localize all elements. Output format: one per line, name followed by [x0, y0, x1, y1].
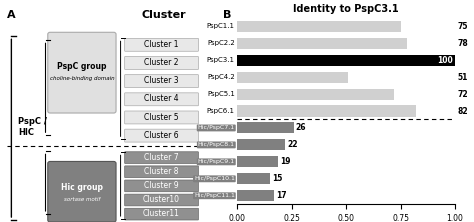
Text: PspC /
HIC: PspC / HIC: [18, 117, 47, 137]
FancyBboxPatch shape: [125, 208, 199, 220]
Text: 19: 19: [281, 157, 291, 166]
FancyBboxPatch shape: [125, 75, 199, 88]
Text: Hic group: Hic group: [61, 183, 103, 192]
FancyBboxPatch shape: [48, 32, 116, 113]
FancyBboxPatch shape: [125, 111, 199, 124]
Text: PspC5.1: PspC5.1: [207, 91, 235, 97]
Title: Identity to PspC3.1: Identity to PspC3.1: [293, 4, 399, 14]
Bar: [237, 156, 278, 167]
Bar: [237, 105, 416, 117]
Text: 72: 72: [457, 89, 468, 99]
Text: Cluster 3: Cluster 3: [144, 76, 179, 85]
FancyBboxPatch shape: [125, 152, 199, 163]
Text: Cluster 9: Cluster 9: [144, 181, 179, 190]
Text: Cluster 2: Cluster 2: [144, 58, 179, 67]
Bar: [237, 55, 455, 66]
Text: 17: 17: [276, 191, 287, 200]
Bar: [237, 123, 294, 133]
Bar: [237, 71, 348, 83]
Text: Hic/PspC10.1: Hic/PspC10.1: [194, 176, 235, 181]
Text: PspC2.2: PspC2.2: [207, 40, 235, 46]
Text: 26: 26: [296, 123, 306, 133]
FancyBboxPatch shape: [125, 194, 199, 206]
Text: Cluster 5: Cluster 5: [144, 113, 179, 122]
Text: Cluster 1: Cluster 1: [144, 40, 179, 49]
FancyBboxPatch shape: [125, 93, 199, 106]
Text: PspC3.1: PspC3.1: [207, 57, 235, 63]
FancyBboxPatch shape: [125, 129, 199, 142]
Text: 15: 15: [272, 174, 282, 183]
Text: Hic/PspC8.1: Hic/PspC8.1: [198, 142, 235, 147]
Text: PspC4.2: PspC4.2: [207, 74, 235, 80]
Text: A: A: [7, 10, 16, 20]
Bar: [237, 21, 401, 32]
Text: PspC1.1: PspC1.1: [207, 23, 235, 29]
Bar: [237, 173, 270, 184]
FancyBboxPatch shape: [125, 180, 199, 192]
Text: Cluster10: Cluster10: [143, 195, 180, 204]
Text: PspC6.1: PspC6.1: [207, 108, 235, 114]
Text: Cluster 8: Cluster 8: [144, 167, 179, 176]
Text: Cluster 4: Cluster 4: [144, 94, 179, 103]
Text: 51: 51: [457, 73, 467, 82]
Text: Hic/PspC7.1: Hic/PspC7.1: [198, 125, 235, 131]
Bar: [237, 139, 285, 151]
FancyBboxPatch shape: [125, 166, 199, 178]
Bar: [237, 89, 394, 99]
Text: Cluster 7: Cluster 7: [144, 153, 179, 162]
Text: Cluster: Cluster: [142, 10, 186, 20]
Text: Cluster 6: Cluster 6: [144, 131, 179, 140]
Text: sortase motif: sortase motif: [64, 197, 100, 202]
Text: 100: 100: [437, 56, 453, 65]
Text: B: B: [223, 10, 231, 20]
FancyBboxPatch shape: [125, 38, 199, 51]
Text: choline-binding domain: choline-binding domain: [50, 76, 114, 81]
Text: 75: 75: [457, 22, 468, 31]
FancyBboxPatch shape: [125, 57, 199, 69]
Text: Cluster11: Cluster11: [143, 209, 180, 218]
FancyBboxPatch shape: [48, 161, 116, 222]
Text: 82: 82: [457, 107, 468, 115]
Text: 22: 22: [287, 140, 298, 149]
Text: PspC group: PspC group: [57, 62, 107, 71]
Bar: [237, 190, 274, 201]
Text: Hic/PspC9.1: Hic/PspC9.1: [198, 159, 235, 164]
Bar: [237, 38, 407, 49]
Text: 78: 78: [457, 39, 468, 48]
Text: Hic/PspC11.1: Hic/PspC11.1: [194, 193, 235, 198]
